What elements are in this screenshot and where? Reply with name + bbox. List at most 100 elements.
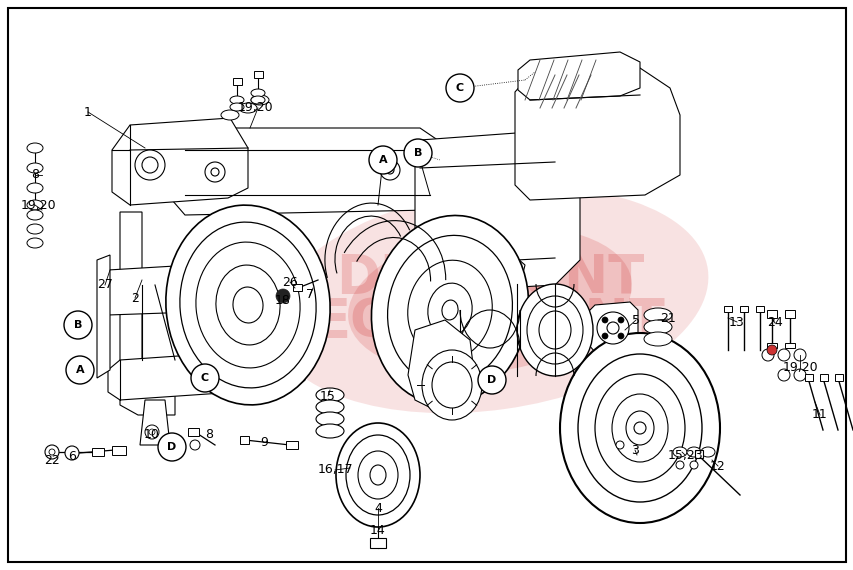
Bar [784, 343, 794, 348]
Ellipse shape [643, 308, 671, 322]
Ellipse shape [348, 226, 631, 373]
Text: 15: 15 [320, 389, 335, 402]
Text: 13: 13 [728, 316, 744, 328]
Bar [694, 450, 702, 458]
Text: 24: 24 [766, 316, 782, 329]
Text: 1: 1 [84, 105, 92, 119]
Circle shape [191, 364, 218, 392]
Circle shape [45, 445, 59, 459]
Text: C: C [456, 83, 463, 93]
Text: 19,20: 19,20 [237, 101, 272, 115]
Text: A: A [378, 155, 387, 165]
Circle shape [766, 345, 776, 355]
Text: 12: 12 [710, 459, 725, 473]
Bar [240, 436, 249, 444]
Polygon shape [514, 68, 679, 200]
Ellipse shape [577, 354, 701, 502]
Polygon shape [107, 348, 305, 400]
Text: 6: 6 [68, 450, 76, 463]
Circle shape [135, 150, 165, 180]
Text: 3: 3 [630, 443, 638, 457]
Ellipse shape [27, 238, 43, 248]
Circle shape [689, 461, 697, 469]
Bar [766, 310, 776, 318]
Circle shape [145, 425, 159, 439]
Text: EQUIPMENT: EQUIPMENT [314, 296, 664, 348]
Bar [188, 428, 199, 436]
Circle shape [761, 349, 773, 361]
Circle shape [618, 333, 624, 339]
Circle shape [64, 311, 92, 339]
Bar [784, 310, 794, 318]
Circle shape [615, 441, 624, 449]
Text: 7: 7 [305, 288, 314, 302]
Text: C: C [200, 373, 209, 383]
Circle shape [793, 369, 805, 381]
Ellipse shape [239, 103, 257, 113]
Circle shape [189, 440, 200, 450]
Circle shape [777, 369, 789, 381]
Polygon shape [140, 400, 170, 445]
Ellipse shape [233, 287, 263, 323]
Bar [233, 78, 241, 85]
Bar [293, 284, 302, 291]
Text: 16,17: 16,17 [316, 463, 352, 477]
Ellipse shape [251, 96, 264, 104]
Ellipse shape [421, 350, 481, 420]
Circle shape [793, 349, 805, 361]
Circle shape [158, 433, 186, 461]
Ellipse shape [27, 224, 43, 234]
Circle shape [777, 349, 789, 361]
Ellipse shape [180, 222, 316, 388]
Polygon shape [588, 302, 637, 352]
Bar [112, 446, 126, 455]
Ellipse shape [407, 260, 491, 360]
Ellipse shape [27, 210, 43, 220]
Circle shape [633, 422, 645, 434]
Circle shape [211, 168, 218, 176]
Ellipse shape [229, 96, 244, 104]
Polygon shape [112, 118, 247, 205]
Text: 18: 18 [275, 294, 291, 307]
Bar [819, 374, 827, 381]
Text: 14: 14 [369, 523, 386, 536]
Bar [286, 441, 298, 449]
Text: 21: 21 [659, 312, 675, 325]
Circle shape [386, 166, 393, 174]
Ellipse shape [316, 412, 344, 426]
Circle shape [276, 289, 290, 303]
Bar [92, 448, 104, 456]
Ellipse shape [643, 320, 671, 334]
Text: 9: 9 [260, 435, 268, 449]
Circle shape [142, 157, 158, 173]
Text: 8: 8 [31, 169, 39, 181]
Ellipse shape [427, 283, 472, 337]
Text: B: B [414, 148, 421, 158]
Circle shape [601, 333, 607, 339]
Circle shape [676, 461, 683, 469]
Text: D: D [487, 375, 496, 385]
Text: 19,20: 19,20 [20, 198, 55, 211]
Polygon shape [415, 132, 579, 292]
Ellipse shape [316, 400, 344, 414]
Ellipse shape [345, 435, 409, 515]
Bar [369, 538, 386, 548]
Text: 11: 11 [811, 409, 827, 421]
Ellipse shape [387, 235, 512, 385]
Circle shape [601, 317, 607, 323]
Circle shape [65, 446, 79, 460]
Text: 26: 26 [281, 275, 298, 288]
Bar [766, 343, 776, 348]
Text: D: D [167, 442, 177, 452]
Polygon shape [450, 248, 525, 292]
Ellipse shape [251, 89, 264, 97]
Bar [804, 374, 812, 381]
Ellipse shape [165, 205, 330, 405]
Ellipse shape [316, 388, 344, 402]
Polygon shape [408, 320, 474, 410]
Text: 10: 10 [144, 429, 160, 442]
Ellipse shape [335, 423, 420, 527]
Circle shape [205, 162, 224, 182]
Circle shape [445, 74, 473, 102]
Text: 19,20: 19,20 [781, 361, 817, 374]
